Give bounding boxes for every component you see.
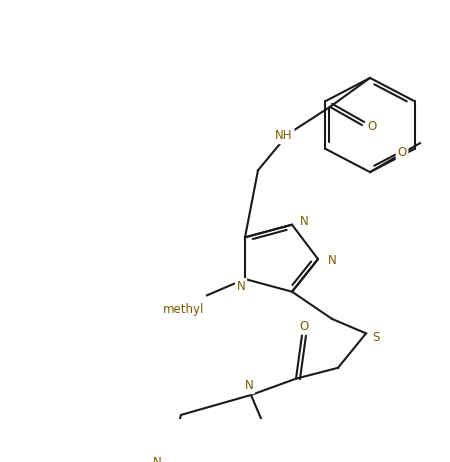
Text: O: O: [397, 146, 407, 158]
Text: S: S: [372, 330, 380, 344]
Text: methyl: methyl: [162, 303, 204, 316]
Text: N: N: [245, 379, 253, 392]
Text: N: N: [328, 255, 337, 267]
Text: NH: NH: [275, 129, 293, 142]
Text: N: N: [153, 456, 162, 462]
Text: N: N: [300, 214, 308, 228]
Text: O: O: [367, 120, 377, 134]
Text: O: O: [299, 320, 309, 333]
Text: N: N: [237, 280, 245, 293]
